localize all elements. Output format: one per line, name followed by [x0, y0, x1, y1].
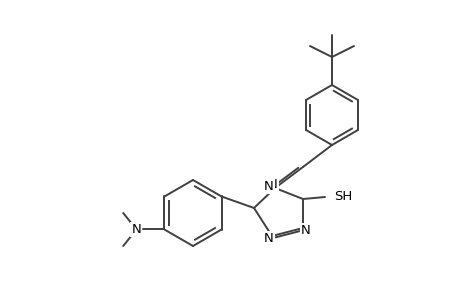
Text: N: N [268, 178, 277, 191]
Text: N: N [301, 224, 310, 238]
Text: N: N [131, 223, 141, 236]
Text: SH: SH [333, 190, 352, 203]
Text: N: N [263, 179, 273, 193]
Text: N: N [263, 232, 273, 245]
